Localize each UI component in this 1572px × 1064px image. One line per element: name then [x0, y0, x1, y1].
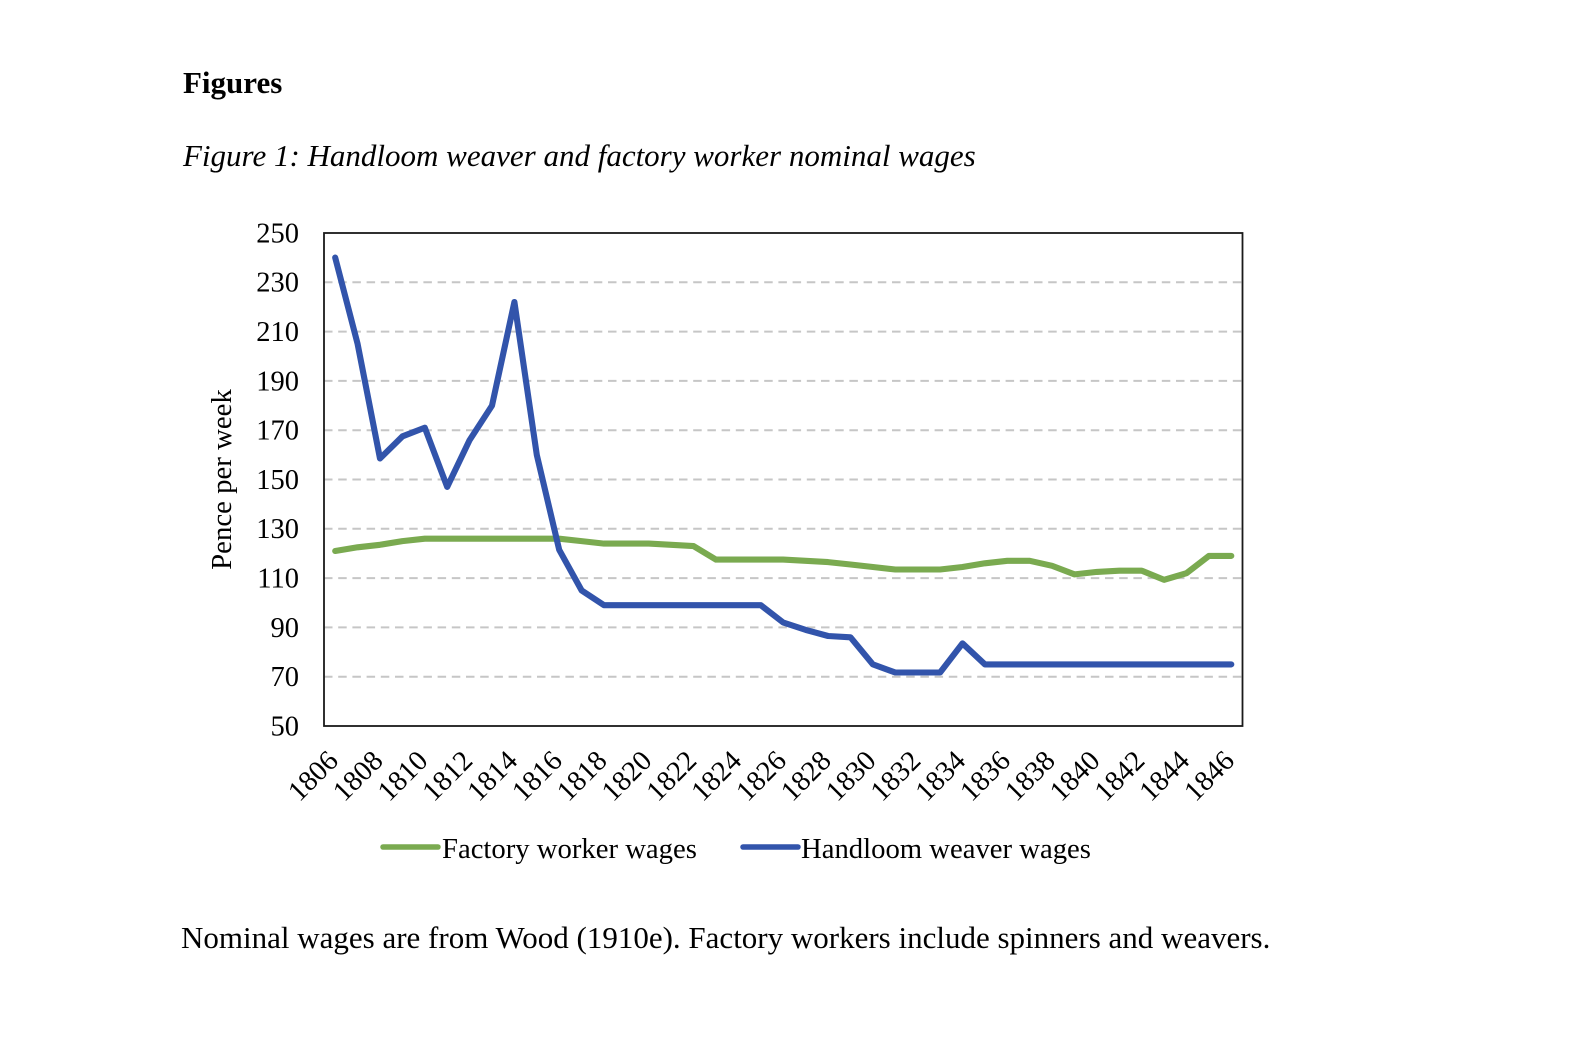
svg-text:1846: 1846	[1179, 745, 1241, 807]
svg-text:190: 190	[256, 366, 299, 397]
svg-text:Factory worker wages: Factory worker wages	[442, 833, 697, 865]
svg-text:150: 150	[256, 465, 299, 496]
svg-text:230: 230	[256, 268, 299, 299]
svg-text:170: 170	[256, 416, 299, 447]
svg-text:210: 210	[256, 317, 299, 348]
svg-text:250: 250	[256, 218, 299, 249]
svg-text:50: 50	[271, 711, 300, 742]
svg-text:Handloom weaver wages: Handloom weaver wages	[801, 833, 1091, 865]
svg-text:Pence per week: Pence per week	[206, 389, 238, 570]
svg-text:70: 70	[271, 662, 300, 693]
svg-text:90: 90	[271, 613, 300, 644]
svg-text:110: 110	[257, 564, 299, 595]
svg-text:130: 130	[256, 514, 299, 545]
